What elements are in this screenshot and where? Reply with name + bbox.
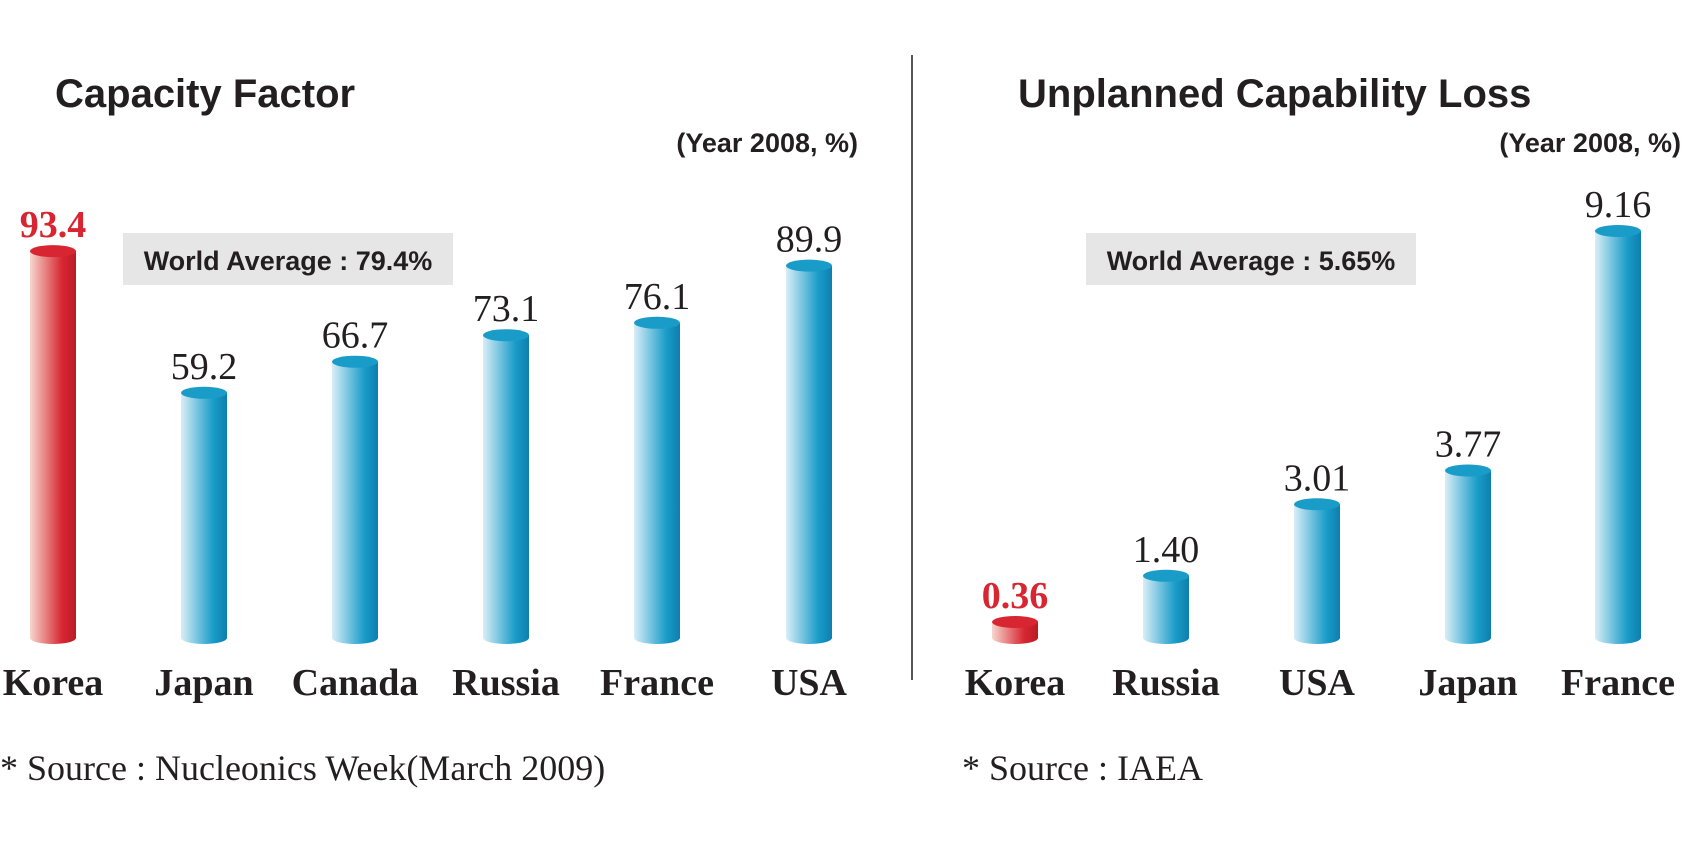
bar-cap-usa — [786, 259, 832, 272]
bar-cap-korea — [992, 616, 1038, 629]
world-average-box — [123, 233, 453, 285]
world-average-label: World Average : 79.4% — [144, 246, 433, 276]
capacity-factor-panel: Capacity Factor (Year 2008, %) World Ave… — [0, 72, 858, 788]
chart-title: Unplanned Capability Loss — [1018, 72, 1531, 116]
bar-russia — [483, 335, 529, 638]
source-note: * Source : Nucleonics Week(March 2009) — [0, 748, 605, 788]
bar-base-russia — [483, 632, 529, 644]
category-label-korea: Korea — [3, 662, 104, 704]
category-label-japan: Japan — [1418, 662, 1517, 704]
bar-base-canada — [332, 632, 378, 644]
value-label-usa: 89.9 — [776, 219, 843, 261]
bar-france — [1595, 231, 1641, 638]
bar-base-japan — [1445, 632, 1491, 644]
value-label-japan: 59.2 — [171, 346, 238, 388]
value-label-korea: 93.4 — [20, 204, 87, 246]
value-label-korea: 0.36 — [982, 575, 1049, 617]
bar-japan — [181, 392, 227, 638]
category-label-france: France — [1561, 662, 1675, 704]
bar-cap-japan — [1445, 464, 1491, 477]
bar-base-korea — [992, 632, 1038, 644]
value-label-russia: 1.40 — [1133, 529, 1200, 571]
source-note: * Source : IAEA — [962, 748, 1203, 788]
bar-base-france — [634, 632, 680, 644]
value-label-russia: 73.1 — [473, 288, 540, 330]
bar-base-korea — [30, 632, 76, 644]
bar-cap-france — [634, 316, 680, 329]
bar-korea — [30, 251, 76, 638]
bar-france — [634, 322, 680, 638]
bars-group: 93.4 Korea 59.2 Japan 66.7 Canada 73.1 Russia 76… — [3, 204, 848, 704]
unit-note: (Year 2008, %) — [1499, 128, 1681, 158]
bar-base-usa — [1294, 632, 1340, 644]
bar-cap-canada — [332, 355, 378, 368]
category-label-russia: Russia — [1112, 662, 1220, 704]
category-label-korea: Korea — [965, 662, 1066, 704]
bars-group: 0.36 Korea 1.40 Russia 3.01 USA 3.77 Japan 9.16 F… — [965, 184, 1675, 704]
category-label-france: France — [600, 662, 714, 704]
bar-cap-russia — [483, 329, 529, 342]
value-label-france: 76.1 — [624, 276, 691, 318]
bar-cap-korea — [30, 245, 76, 258]
value-label-japan: 3.77 — [1435, 423, 1502, 465]
value-label-usa: 3.01 — [1284, 457, 1351, 499]
value-label-canada: 66.7 — [322, 315, 389, 357]
category-label-russia: Russia — [452, 662, 560, 704]
category-label-usa: USA — [1279, 662, 1356, 704]
bar-cap-russia — [1143, 569, 1189, 582]
bar-usa — [786, 265, 832, 638]
bar-canada — [332, 361, 378, 638]
panel-divider — [911, 55, 913, 680]
value-label-france: 9.16 — [1585, 184, 1652, 226]
bar-usa — [1294, 504, 1340, 638]
unit-note: (Year 2008, %) — [676, 128, 858, 158]
unplanned-capability-loss-chart: Unplanned Capability Loss (Year 2008, %)… — [962, 72, 1681, 788]
bar-base-france — [1595, 632, 1641, 644]
category-label-usa: USA — [771, 662, 848, 704]
bar-cap-france — [1595, 225, 1641, 237]
chart-title: Capacity Factor — [55, 72, 355, 116]
bar-japan — [1445, 470, 1491, 638]
category-label-japan: Japan — [154, 662, 253, 704]
category-label-canada: Canada — [292, 662, 419, 704]
unplanned-capability-loss-panel: Unplanned Capability Loss (Year 2008, %)… — [910, 0, 1682, 841]
bar-cap-usa — [1294, 498, 1340, 511]
world-average-label: World Average : 5.65% — [1107, 246, 1396, 276]
bar-russia — [1143, 575, 1189, 638]
capacity-factor-chart: Capacity Factor (Year 2008, %) World Ave… — [0, 72, 858, 788]
bar-base-japan — [181, 632, 227, 644]
world-average-box — [1086, 233, 1416, 285]
bar-base-usa — [786, 632, 832, 644]
bar-cap-japan — [181, 386, 227, 399]
bar-base-russia — [1143, 632, 1189, 644]
